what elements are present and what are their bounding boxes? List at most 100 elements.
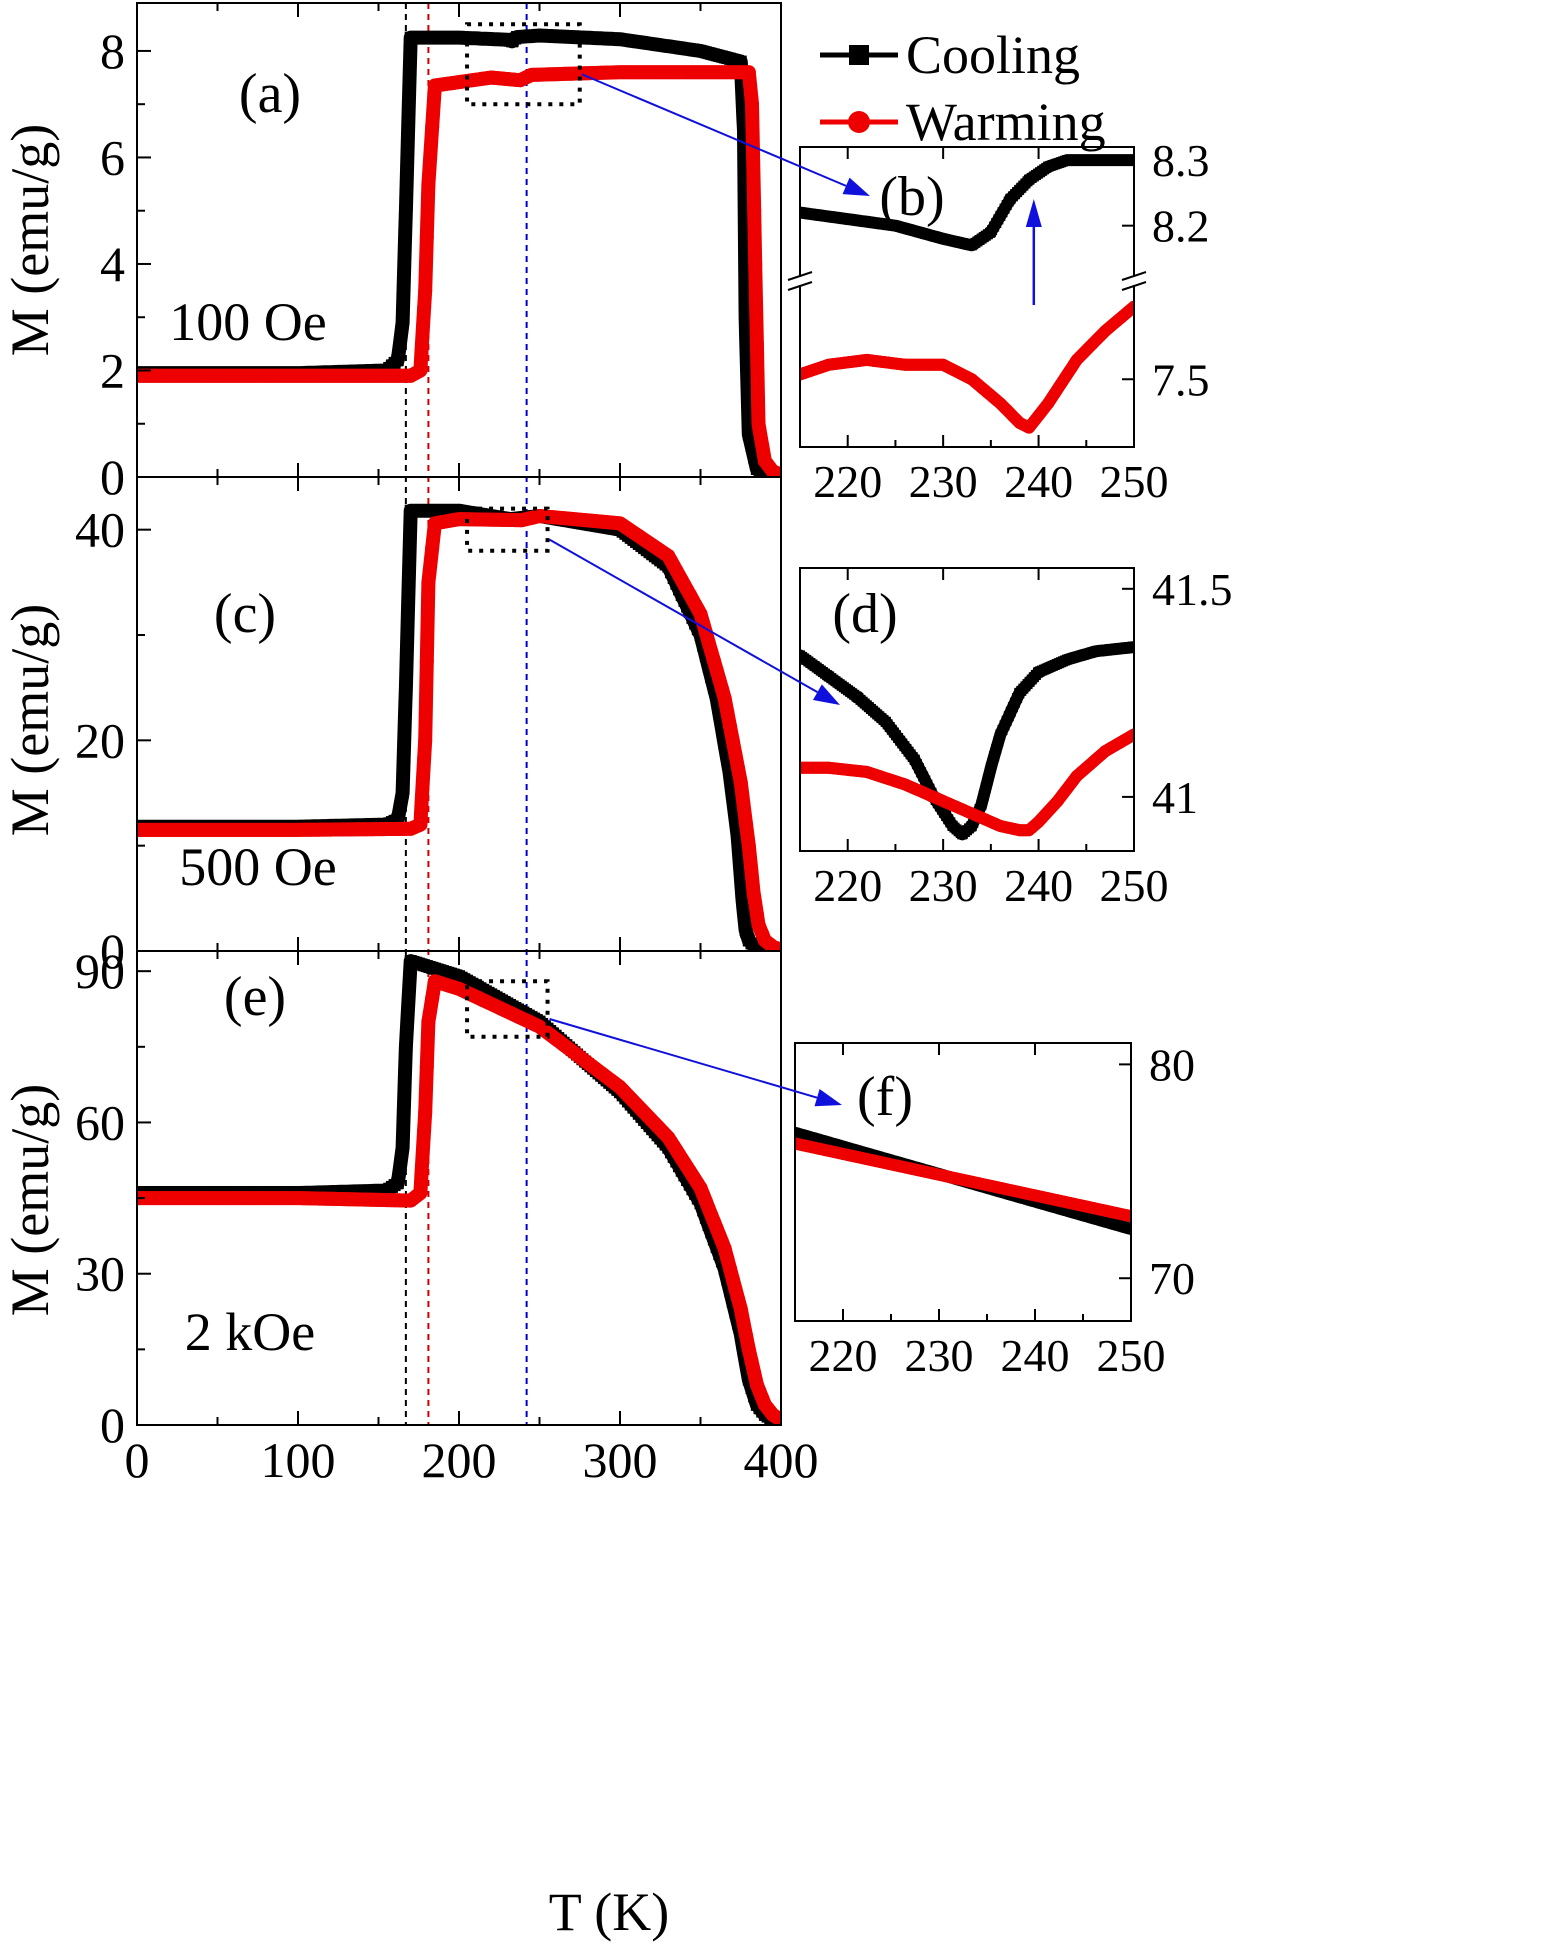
data-point-cooling — [399, 223, 412, 236]
panel-label: (e) — [224, 966, 286, 1028]
axis-break-mark — [1121, 281, 1147, 291]
data-point-cooling — [745, 439, 758, 452]
legend-label: Cooling — [906, 25, 1080, 85]
zoom-arrow — [581, 73, 847, 187]
inset-panel-label: (f) — [857, 1066, 913, 1128]
inset-x-tick-label: 240 — [1004, 456, 1073, 507]
data-point-warming — [723, 719, 738, 734]
y-tick-label: 20 — [75, 712, 125, 768]
inset-point-warming — [1128, 300, 1134, 313]
inset-frame — [794, 1042, 1132, 1322]
legend-item-cooling: Cooling — [820, 25, 1080, 85]
data-point-warming — [747, 1365, 762, 1380]
panel-label: (c) — [214, 583, 276, 645]
inset-x-tick-label: 230 — [909, 456, 978, 507]
x-tick-label: 200 — [422, 1432, 497, 1488]
inset-y-tick-label: 70 — [1149, 1253, 1195, 1304]
data-point-cooling — [737, 902, 750, 915]
data-point-cooling — [393, 1161, 406, 1174]
data-point-warming — [417, 752, 432, 767]
data-point-warming — [774, 1412, 781, 1425]
data-point-warming — [733, 1302, 748, 1317]
data-point-warming — [418, 1105, 433, 1120]
field-label: 2 kOe — [185, 1302, 315, 1362]
series-group — [137, 503, 781, 951]
panel-e: 0 30 60 90 0 100 200 300 400 M (emu/g) (e) 2 kOe — [0, 943, 819, 1488]
inset-x-tick-label: 250 — [1100, 456, 1169, 507]
data-point-warming — [741, 65, 756, 80]
inset-point-warming — [1128, 728, 1134, 741]
y-tick-label: 90 — [75, 943, 125, 999]
inset-point-cooling — [991, 744, 1002, 755]
legend-marker-square — [849, 45, 869, 65]
y-axis-title: M (emu/g) — [0, 604, 60, 836]
y-tick-label: 30 — [75, 1246, 125, 1302]
y-tick-label: 2 — [100, 342, 125, 398]
data-point-warming — [774, 942, 781, 951]
inset-x-tick-label: 230 — [909, 860, 978, 911]
x-tick-label: 400 — [744, 1432, 819, 1488]
inset-x-tick-label: 250 — [1097, 1330, 1166, 1381]
zoom-box — [465, 979, 550, 1039]
data-point-cooling — [393, 337, 406, 350]
inset-x-tick-label: 240 — [1001, 1330, 1070, 1381]
panel-c: 0 20 40 M (emu/g) (c) 500 Oe — [0, 476, 782, 979]
inset-y-tick-label: 7.5 — [1152, 354, 1210, 405]
field-label: 500 Oe — [179, 837, 336, 897]
data-point-warming — [413, 1186, 428, 1201]
data-point-warming — [422, 1007, 437, 1022]
y-axis-title: M (emu/g) — [0, 1084, 60, 1316]
data-point-warming — [744, 865, 759, 879]
inset-y-tick-label: 80 — [1149, 1039, 1195, 1090]
inset-frame-upper — [799, 146, 1135, 277]
inset-y-tick-label: 8.3 — [1152, 135, 1210, 186]
data-point-cooling — [399, 204, 412, 217]
inset-b: 8.2 8.3 7.5 220 230 240 250 (b) — [787, 135, 1210, 507]
inset-point-cooling — [1129, 642, 1134, 653]
data-point-cooling — [393, 801, 406, 814]
legend-label: Warming — [906, 92, 1106, 152]
inset-y-tick-label: 41 — [1152, 772, 1198, 823]
y-tick-label: 40 — [75, 502, 125, 558]
data-point-warming — [413, 817, 428, 832]
data-point-warming — [717, 691, 732, 706]
inset-series-group — [800, 641, 1134, 841]
inset-d: 41 41.5 220 230 240 250 (d) — [799, 564, 1233, 911]
data-point-warming — [741, 1342, 756, 1357]
y-tick-label: 60 — [75, 1094, 125, 1150]
data-point-warming — [749, 907, 764, 922]
data-point-cooling — [734, 871, 747, 884]
data-point-warming — [422, 160, 437, 175]
data-point-cooling — [736, 892, 749, 905]
data-point-warming — [739, 1328, 754, 1343]
data-point-warming — [736, 1315, 751, 1330]
data-point-cooling — [734, 55, 747, 68]
data-point-warming — [413, 363, 428, 378]
zoom-arrows-layer — [549, 73, 870, 1107]
data-point-warming — [425, 119, 440, 134]
data-point-cooling — [391, 353, 404, 366]
inset-series-group — [795, 1126, 1131, 1235]
data-point-cooling — [396, 1141, 409, 1154]
data-point-warming — [755, 438, 770, 453]
data-point-warming — [418, 283, 433, 298]
data-point-cooling — [399, 699, 412, 712]
zoom-arrow-head — [842, 177, 870, 196]
inset-panel-label: (d) — [832, 583, 897, 645]
data-point-warming — [752, 422, 767, 437]
inset-series-group — [800, 154, 1134, 434]
inset-x-tick-label: 220 — [813, 456, 882, 507]
data-point-warming — [741, 838, 756, 853]
inset-point-cooling — [993, 736, 1004, 747]
series-group — [137, 28, 781, 477]
inset-y-tick-label: 41.5 — [1152, 564, 1233, 615]
y-tick-label: 4 — [100, 236, 125, 292]
data-point-warming — [422, 565, 437, 580]
legend-marker-circle — [848, 111, 870, 133]
inset-frame — [799, 567, 1135, 852]
zoom-box — [465, 22, 582, 107]
inset-x-tick-label: 230 — [905, 1330, 974, 1381]
data-point-cooling — [740, 330, 753, 343]
data-point-warming — [417, 1123, 432, 1138]
data-point-cooling — [399, 681, 412, 694]
